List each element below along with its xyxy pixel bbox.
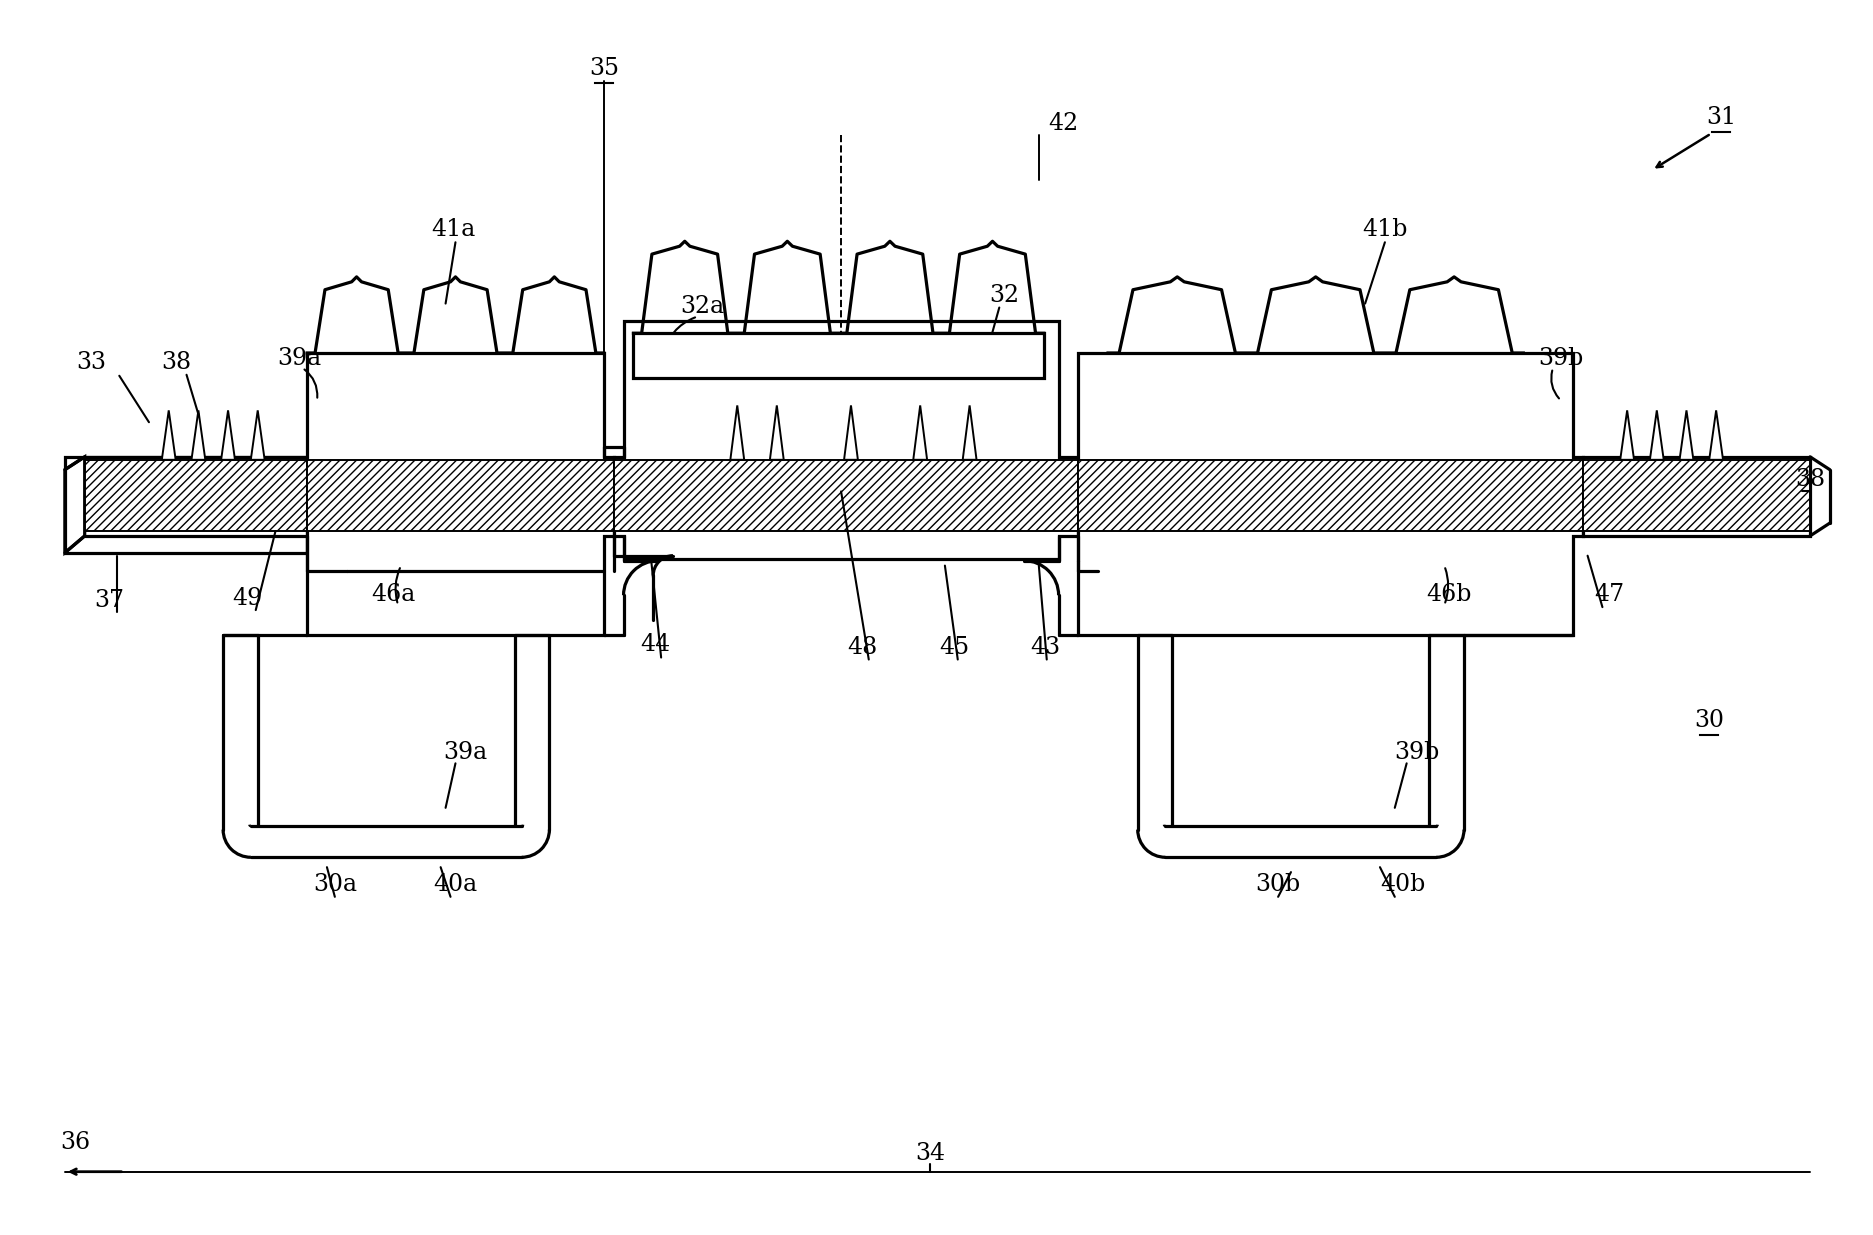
Polygon shape: [1710, 410, 1723, 459]
Text: 38: 38: [1794, 468, 1824, 492]
Polygon shape: [633, 333, 1043, 378]
Text: 43: 43: [1030, 636, 1060, 659]
Polygon shape: [161, 410, 176, 459]
Text: 30a: 30a: [313, 873, 358, 897]
Polygon shape: [84, 459, 307, 531]
Polygon shape: [1620, 410, 1633, 459]
Text: 36: 36: [60, 1130, 90, 1153]
Polygon shape: [307, 353, 614, 635]
Text: 32: 32: [989, 284, 1019, 308]
Polygon shape: [221, 410, 234, 459]
Polygon shape: [1583, 459, 1809, 531]
Text: 46a: 46a: [371, 583, 416, 605]
Text: 47: 47: [1594, 583, 1624, 605]
Polygon shape: [1079, 353, 1583, 635]
Polygon shape: [614, 321, 1079, 558]
Text: 44: 44: [641, 634, 671, 656]
Polygon shape: [730, 405, 744, 459]
Text: 48: 48: [848, 636, 878, 659]
Polygon shape: [914, 405, 927, 459]
Text: 39a: 39a: [444, 741, 487, 764]
Polygon shape: [614, 459, 1079, 531]
Polygon shape: [770, 405, 783, 459]
Polygon shape: [1079, 459, 1583, 531]
Text: 42: 42: [1049, 112, 1079, 135]
Text: 33: 33: [77, 352, 107, 374]
Polygon shape: [66, 457, 84, 553]
Text: 46b: 46b: [1427, 583, 1472, 605]
Text: 40a: 40a: [433, 873, 478, 897]
Polygon shape: [66, 457, 307, 553]
Text: 35: 35: [588, 57, 618, 80]
Polygon shape: [251, 410, 264, 459]
Text: 41b: 41b: [1362, 217, 1408, 241]
Polygon shape: [845, 405, 858, 459]
Text: 41a: 41a: [431, 217, 476, 241]
Polygon shape: [1680, 410, 1693, 459]
Text: 49: 49: [232, 587, 262, 610]
Polygon shape: [963, 405, 976, 459]
Polygon shape: [1650, 410, 1663, 459]
Text: 37: 37: [94, 589, 124, 611]
Text: 32a: 32a: [680, 295, 725, 319]
Text: 30b: 30b: [1255, 873, 1300, 897]
Text: 38: 38: [161, 352, 191, 374]
Text: 40b: 40b: [1380, 873, 1425, 897]
Text: 31: 31: [1706, 106, 1736, 130]
Text: 45: 45: [940, 636, 970, 659]
Text: 39b: 39b: [1538, 347, 1583, 370]
Polygon shape: [191, 410, 206, 459]
Text: 39a: 39a: [277, 347, 322, 370]
Text: 30: 30: [1695, 709, 1725, 732]
Polygon shape: [1583, 457, 1809, 536]
Polygon shape: [307, 459, 614, 531]
Text: 34: 34: [916, 1142, 946, 1166]
Text: 39b: 39b: [1394, 741, 1438, 764]
